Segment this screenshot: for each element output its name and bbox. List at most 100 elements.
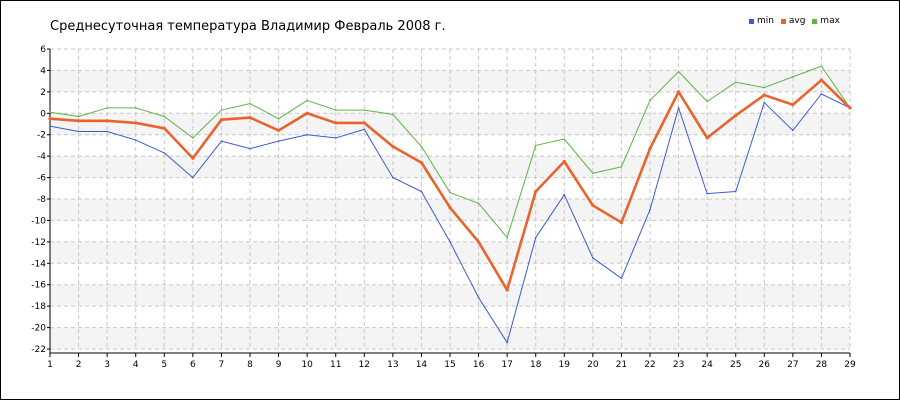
data-point-max xyxy=(192,137,194,139)
data-point-min xyxy=(563,193,566,196)
data-point-min xyxy=(49,125,51,127)
x-tick-label: 2 xyxy=(76,360,82,370)
data-point-max xyxy=(820,65,823,67)
data-point-avg xyxy=(219,118,224,122)
y-tick-label: -18 xyxy=(31,302,46,312)
x-tick-label: 24 xyxy=(701,360,713,370)
data-point-min xyxy=(77,130,80,133)
grid-band xyxy=(50,113,850,135)
data-point-max xyxy=(392,113,394,116)
data-point-avg xyxy=(305,111,309,115)
data-point-max xyxy=(763,86,766,89)
data-point-min xyxy=(534,236,537,239)
y-tick-label: 0 xyxy=(40,109,46,119)
data-point-max xyxy=(420,145,423,148)
data-point-max xyxy=(506,236,508,239)
data-point-min xyxy=(792,129,794,132)
x-tick-label: 4 xyxy=(133,360,139,370)
data-point-min xyxy=(706,192,708,195)
data-point-avg xyxy=(619,220,624,225)
data-point-max xyxy=(620,166,623,168)
y-tick-label: -22 xyxy=(31,345,46,355)
x-tick-label: 1 xyxy=(47,360,53,370)
data-point-max xyxy=(334,109,337,111)
y-tick-label: -10 xyxy=(31,216,46,226)
data-point-avg xyxy=(362,121,366,125)
data-point-max xyxy=(220,109,223,111)
x-tick-label: 22 xyxy=(644,360,655,370)
y-tick-label: 2 xyxy=(40,88,46,98)
data-point-avg xyxy=(391,144,395,149)
legend-label-avg: avg xyxy=(788,16,806,26)
x-tick-label: 11 xyxy=(330,360,341,370)
x-tick-label: 25 xyxy=(730,360,741,370)
data-point-min xyxy=(249,147,251,150)
data-point-max xyxy=(534,144,537,147)
data-point-avg xyxy=(734,113,738,118)
legend-item-avg: avg xyxy=(780,16,806,27)
data-point-max xyxy=(677,70,680,73)
data-point-max xyxy=(163,115,166,118)
data-point-avg xyxy=(676,90,681,94)
data-point-avg xyxy=(534,189,538,194)
data-point-max xyxy=(792,76,794,78)
data-point-avg xyxy=(791,103,795,107)
x-tick-label: 10 xyxy=(301,360,313,370)
data-point-min xyxy=(277,140,280,142)
legend-label-min: min xyxy=(757,16,774,26)
data-point-avg xyxy=(105,119,109,123)
data-point-max xyxy=(706,100,708,103)
data-point-avg xyxy=(448,205,452,210)
data-point-max xyxy=(49,111,51,114)
data-point-avg xyxy=(819,78,824,82)
data-point-min xyxy=(392,176,394,179)
data-point-min xyxy=(106,130,108,133)
x-tick-label: 14 xyxy=(416,360,428,370)
data-point-avg xyxy=(134,121,138,125)
data-point-min xyxy=(734,190,737,193)
data-point-max xyxy=(134,107,137,109)
data-point-avg xyxy=(248,115,252,120)
data-point-max xyxy=(249,102,251,105)
data-point-min xyxy=(620,277,623,280)
data-point-max xyxy=(592,172,594,175)
y-tick-label: -6 xyxy=(37,174,46,184)
data-point-avg xyxy=(848,106,852,110)
x-tick-label: 27 xyxy=(787,360,798,370)
data-point-avg xyxy=(334,121,338,125)
data-point-avg xyxy=(476,240,481,244)
data-point-avg xyxy=(48,117,52,121)
data-point-min xyxy=(677,107,680,109)
legend-swatch-avg xyxy=(780,18,786,24)
data-point-min xyxy=(220,140,223,142)
data-point-min xyxy=(763,101,766,104)
x-tick-label: 15 xyxy=(444,360,455,370)
y-tick-label: -14 xyxy=(31,259,46,269)
data-point-avg xyxy=(648,147,652,151)
data-point-avg xyxy=(705,136,709,140)
data-point-avg xyxy=(505,288,509,292)
y-tick-label: -16 xyxy=(31,281,46,291)
legend-swatch-min xyxy=(749,18,754,24)
data-point-min xyxy=(592,257,594,259)
data-point-min xyxy=(163,152,166,154)
data-point-avg xyxy=(562,159,566,164)
chart-legend: min avg max xyxy=(749,16,844,27)
y-tick-label: -20 xyxy=(31,324,46,334)
data-point-max xyxy=(77,115,80,118)
x-tick-label: 18 xyxy=(530,360,542,370)
data-point-max xyxy=(277,117,280,120)
x-tick-label: 8 xyxy=(247,360,253,370)
x-tick-label: 13 xyxy=(387,360,398,370)
data-point-min xyxy=(363,128,366,131)
data-point-max xyxy=(363,109,366,111)
x-tick-label: 20 xyxy=(587,360,599,370)
data-point-min xyxy=(134,139,137,141)
data-point-avg xyxy=(76,119,81,123)
x-tick-label: 21 xyxy=(616,360,627,370)
data-point-min xyxy=(820,93,823,95)
y-tick-label: -8 xyxy=(37,195,46,205)
data-point-max xyxy=(649,99,651,102)
legend-item-max: max xyxy=(812,16,840,27)
